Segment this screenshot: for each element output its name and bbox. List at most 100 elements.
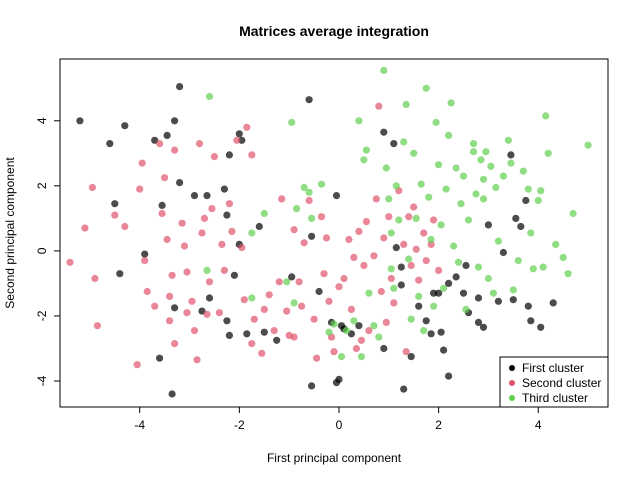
legend-label: First cluster — [522, 361, 584, 375]
point-series-3 — [387, 229, 395, 237]
point-series-1 — [509, 296, 517, 304]
point-series-2 — [121, 222, 129, 231]
point-series-3 — [317, 180, 326, 188]
point-series-2 — [330, 348, 338, 356]
point-series-3 — [205, 92, 214, 100]
point-series-3 — [472, 190, 480, 198]
legend-swatch — [509, 380, 515, 386]
point-series-1 — [474, 318, 483, 326]
point-series-2 — [422, 257, 430, 265]
point-series-1 — [507, 151, 515, 159]
point-series-1 — [121, 122, 129, 130]
point-series-2 — [355, 227, 363, 235]
point-series-2 — [151, 302, 159, 310]
point-series-1 — [527, 317, 535, 325]
point-series-1 — [111, 200, 119, 208]
point-series-1 — [171, 304, 179, 312]
point-series-2 — [420, 229, 428, 237]
point-series-2 — [220, 266, 228, 274]
point-series-2 — [375, 102, 383, 110]
point-series-3 — [417, 180, 425, 188]
point-series-3 — [539, 263, 547, 271]
x-tick-label: -2 — [234, 418, 245, 432]
point-series-3 — [494, 237, 502, 245]
point-series-3 — [357, 353, 365, 361]
point-series-3 — [412, 214, 420, 222]
point-series-1 — [205, 294, 214, 302]
point-series-3 — [405, 255, 413, 263]
y-tick-label: -4 — [35, 375, 49, 386]
chart-title: Matrices average integration — [239, 23, 429, 39]
point-series-1 — [512, 214, 520, 222]
point-series-3 — [487, 162, 495, 170]
point-series-3 — [499, 172, 507, 180]
point-series-1 — [156, 354, 164, 362]
y-axis-label: Second principal component — [3, 157, 17, 309]
point-series-3 — [537, 187, 545, 195]
x-tick-label: -4 — [134, 418, 145, 432]
point-series-1 — [484, 221, 492, 229]
x-axis: -4 -2 0 2 4 — [134, 407, 542, 432]
point-series-3 — [477, 156, 485, 164]
point-series-3 — [450, 242, 458, 250]
point-series-1 — [332, 192, 341, 200]
point-series-3 — [479, 175, 488, 183]
point-series-2 — [66, 258, 74, 266]
y-tick-label: -2 — [35, 310, 49, 321]
legend-box — [499, 356, 609, 408]
point-series-3 — [415, 292, 423, 300]
point-series-3 — [293, 205, 301, 213]
point-series-3 — [400, 138, 408, 146]
point-series-2 — [250, 315, 258, 323]
x-tick-label: 4 — [535, 418, 542, 432]
point-series-1 — [190, 192, 199, 200]
point-series-3 — [260, 209, 268, 218]
point-series-3 — [544, 149, 552, 157]
point-series-3 — [362, 146, 370, 154]
point-series-2 — [136, 185, 144, 193]
point-series-1 — [337, 322, 346, 330]
point-series-3 — [437, 221, 445, 229]
point-series-2 — [350, 253, 358, 261]
point-series-3 — [330, 320, 338, 328]
point-series-1 — [335, 375, 343, 383]
point-series-2 — [198, 229, 206, 237]
point-series-2 — [208, 205, 216, 213]
point-series-1 — [255, 222, 263, 231]
point-series-1 — [223, 317, 231, 325]
point-series-2 — [357, 336, 365, 344]
point-series-3 — [584, 141, 592, 149]
point-series-3 — [462, 305, 470, 313]
point-series-2 — [300, 239, 308, 247]
point-series-3 — [387, 265, 395, 273]
point-series-1 — [422, 317, 430, 325]
point-series-1 — [537, 323, 545, 331]
point-series-2 — [233, 136, 241, 144]
point-series-2 — [210, 153, 218, 161]
point-series-2 — [352, 344, 360, 353]
point-series-2 — [111, 211, 119, 219]
point-series-1 — [288, 273, 296, 281]
point-series-2 — [380, 234, 388, 242]
point-series-2 — [81, 224, 89, 232]
y-axis: -4 -2 0 2 4 — [35, 117, 60, 386]
point-series-1 — [243, 330, 251, 338]
point-series-3 — [469, 140, 478, 148]
point-series-2 — [430, 216, 438, 224]
point-series-3 — [325, 328, 333, 336]
point-series-2 — [340, 274, 348, 283]
point-series-1 — [355, 322, 363, 330]
point-series-2 — [158, 209, 166, 218]
point-series-3 — [382, 164, 390, 172]
point-series-1 — [494, 297, 502, 305]
point-series-3 — [430, 302, 438, 310]
point-series-3 — [375, 333, 383, 341]
point-series-2 — [248, 151, 256, 159]
point-series-1 — [499, 248, 507, 257]
point-series-2 — [400, 240, 408, 248]
point-series-1 — [549, 299, 557, 307]
point-series-2 — [138, 159, 146, 167]
point-series-2 — [248, 340, 256, 348]
point-series-1 — [390, 140, 398, 148]
